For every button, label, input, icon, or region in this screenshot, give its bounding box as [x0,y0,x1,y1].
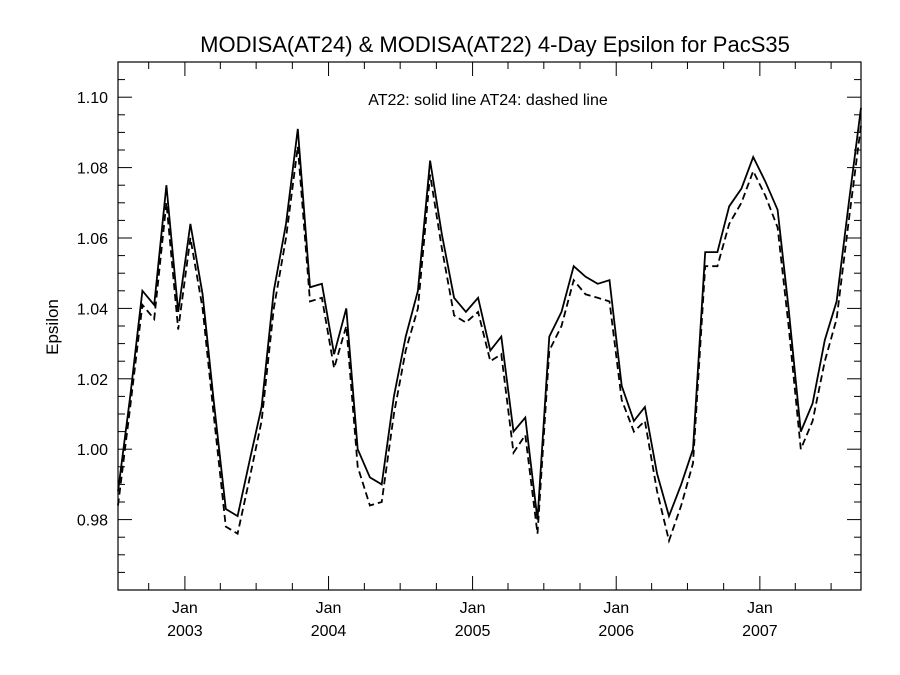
axis-tick-labels: 0.98 1.00 1.02 1.04 1.06 1.08 1.10 Jan 2003 Jan 20… [77,90,778,640]
series-line-at24 [117,125,862,544]
y-tick-label: 1.10 [77,90,108,107]
x-tick-label-month: Jan [172,600,198,617]
x-tick-label-month: Jan [460,600,486,617]
y-tick-label: 1.04 [77,301,108,318]
x-tick-label-year: 2003 [167,623,203,640]
y-tick-label: 1.00 [77,442,108,459]
y-axis-label: Epsilon [43,299,62,355]
x-tick-label-month: Jan [316,600,342,617]
x-tick-label-month: Jan [603,600,629,617]
data-series [117,107,862,544]
x-tick-label-month: Jan [747,600,773,617]
y-tick-label: 1.02 [77,372,108,389]
x-tick-label-year: 2005 [455,623,491,640]
series-legend-annotation: AT22: solid line AT24: dashed line [368,92,608,109]
chart-title: MODISA(AT24) & MODISA(AT22) 4-Day Epsilo… [200,32,790,57]
y-tick-label: 1.06 [77,231,108,248]
x-tick-label-year: 2006 [598,623,634,640]
series-line-at22 [117,107,862,520]
y-tick-label: 0.98 [77,513,108,530]
axis-ticks [118,61,861,591]
x-tick-label-year: 2004 [311,623,347,640]
y-tick-label: 1.08 [77,161,108,178]
x-tick-label-year: 2007 [742,623,778,640]
